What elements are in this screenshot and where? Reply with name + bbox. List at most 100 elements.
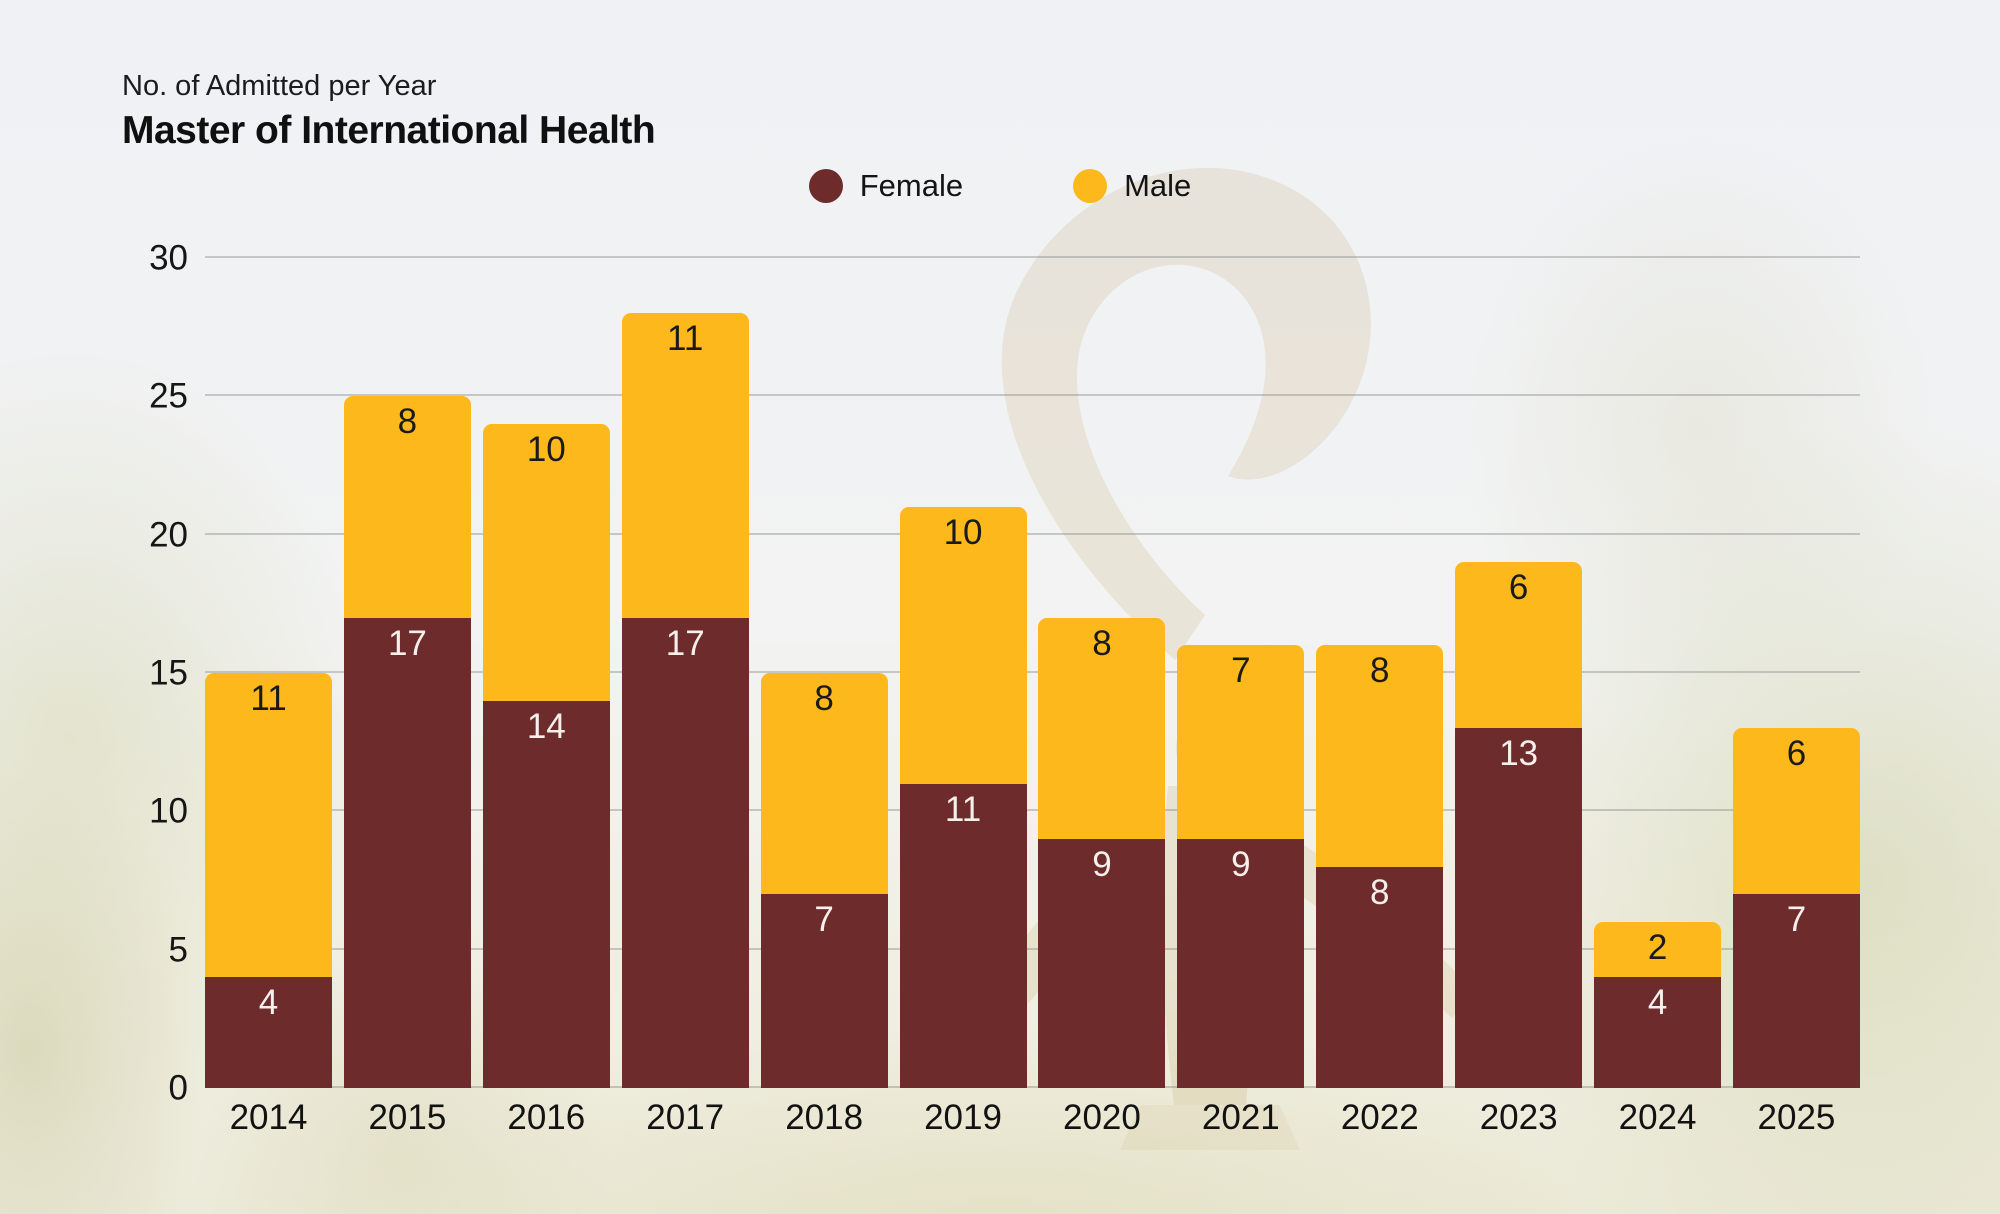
bar-segment-female-2017: 17	[621, 617, 749, 1088]
data-label-female-2016: 14	[526, 706, 566, 746]
data-label-female-2019: 11	[944, 789, 982, 829]
bar-segment-male-2015: 8	[343, 396, 471, 618]
data-label-female-2022: 8	[1370, 872, 1390, 912]
gridline-20	[205, 532, 1860, 535]
plot-area: 11 4 8 17 10 14 11 17 8 7 10 11 8 9 7 9 8 8 6 13 2 4 6 7	[205, 256, 1860, 1088]
bar-2017: 11 17	[621, 258, 749, 1088]
chart-legend: Female Male	[0, 168, 2000, 204]
chart-title: Master of International Health	[122, 109, 656, 152]
chart-header: No. of Admitted per Year Master of Inter…	[122, 70, 656, 153]
data-label-male-2023: 6	[1508, 568, 1529, 608]
data-label-female-2023: 13	[1499, 734, 1539, 774]
bar-segment-female-2014: 4	[205, 977, 332, 1088]
x-tick-label-2024: 2024	[1618, 1098, 1697, 1137]
y-tick-label-5: 5	[168, 930, 188, 970]
data-label-male-2024: 2	[1647, 928, 1668, 968]
bar-segment-male-2023: 6	[1455, 562, 1583, 729]
bar-segment-female-2015: 17	[343, 617, 471, 1088]
x-tick-label-2016: 2016	[507, 1098, 586, 1137]
gridline-0	[205, 1086, 1860, 1088]
bar-segment-female-2016: 14	[482, 700, 610, 1088]
bar-segment-female-2025: 7	[1732, 894, 1860, 1088]
y-tick-label-25: 25	[149, 376, 188, 416]
data-label-male-2016: 10	[526, 430, 566, 470]
data-label-female-2017: 17	[665, 623, 705, 663]
bar-segment-male-2025: 6	[1732, 728, 1860, 895]
y-axis: 0 5 10 15 20 25 30	[88, 241, 188, 1106]
bar-segment-male-2024: 2	[1594, 922, 1722, 978]
bar-2015: 8 17	[343, 258, 471, 1088]
data-label-male-2021: 7	[1231, 651, 1251, 691]
chart-subtitle: No. of Admitted per Year	[122, 70, 437, 102]
y-tick-label-20: 20	[149, 515, 188, 555]
data-label-female-2015: 17	[387, 623, 427, 663]
bar-segment-male-2022: 8	[1316, 645, 1444, 867]
y-tick-label-0: 0	[168, 1068, 188, 1108]
bar-segment-male-2014: 11	[205, 673, 332, 978]
x-axis: 2014 2015 2016 2017 2018 2019 2020 2021 2022 2023…	[205, 1098, 1860, 1138]
bar-2019: 10 11	[899, 258, 1027, 1088]
legend-label-male: Male	[1124, 168, 1192, 203]
data-label-female-2020: 9	[1092, 845, 1112, 884]
x-tick-label-2022: 2022	[1340, 1098, 1419, 1137]
data-label-male-2025: 6	[1786, 734, 1807, 774]
data-label-male-2019: 10	[943, 513, 983, 553]
x-tick-label-2018: 2018	[785, 1098, 864, 1137]
data-label-male-2015: 8	[397, 402, 418, 442]
bar-segment-female-2023: 13	[1455, 728, 1583, 1088]
legend-label-female: Female	[859, 168, 964, 203]
legend-item-male: Male	[1073, 168, 1191, 204]
bars-container: 11 4 8 17 10 14 11 17 8 7 10 11 8 9 7 9 8 8 6 13 2 4 6 7	[205, 258, 1860, 1088]
bar-segment-female-2024: 4	[1594, 977, 1722, 1088]
x-tick-label-2017: 2017	[646, 1098, 725, 1137]
x-tick-label-2014: 2014	[229, 1098, 308, 1137]
x-tick-label-2015: 2015	[368, 1098, 447, 1137]
gridline-30	[205, 256, 1860, 258]
bar-segment-male-2019: 10	[899, 507, 1027, 784]
bar-segment-male-2016: 10	[482, 424, 610, 701]
legend-item-female: Female	[808, 168, 964, 204]
y-tick-label-30: 30	[149, 238, 188, 278]
y-tick-label-15: 15	[149, 653, 188, 693]
data-label-male-2017: 11	[667, 319, 704, 359]
male-series-swatch-icon	[1073, 169, 1108, 203]
x-tick-label-2020: 2020	[1063, 1098, 1141, 1137]
data-label-male-2014: 11	[250, 679, 287, 719]
bar-segment-female-2021: 9	[1177, 839, 1305, 1088]
bar-2016: 10 14	[482, 258, 610, 1088]
bar-segment-male-2017: 11	[621, 313, 749, 618]
data-label-female-2018: 7	[814, 900, 834, 940]
female-series-swatch-icon	[808, 169, 843, 203]
x-tick-label-2021: 2021	[1201, 1098, 1280, 1137]
data-label-male-2022: 8	[1370, 651, 1390, 691]
bar-segment-female-2020: 9	[1038, 839, 1166, 1088]
gridline-10	[205, 809, 1860, 812]
bar-segment-male-2018: 8	[760, 673, 888, 895]
bar-segment-female-2018: 7	[760, 894, 888, 1088]
gridline-15	[205, 671, 1860, 673]
bar-2023: 6 13	[1455, 258, 1583, 1088]
x-tick-label-2023: 2023	[1479, 1098, 1558, 1137]
data-label-female-2024: 4	[1647, 983, 1668, 1023]
data-label-male-2020: 8	[1092, 623, 1112, 663]
data-label-female-2025: 7	[1786, 900, 1807, 940]
bar-segment-male-2021: 7	[1177, 645, 1305, 839]
data-label-female-2014: 4	[258, 983, 279, 1023]
bar-2014: 11 4	[205, 258, 332, 1088]
bar-segment-female-2019: 11	[899, 783, 1027, 1088]
y-tick-label-10: 10	[149, 791, 188, 831]
bar-segment-male-2020: 8	[1038, 617, 1166, 839]
bar-segment-female-2022: 8	[1316, 866, 1444, 1088]
gridline-5	[205, 947, 1860, 950]
x-tick-label-2025: 2025	[1757, 1098, 1836, 1137]
x-tick-label-2019: 2019	[924, 1098, 1002, 1137]
gridline-25	[205, 394, 1860, 397]
data-label-male-2018: 8	[814, 679, 834, 719]
